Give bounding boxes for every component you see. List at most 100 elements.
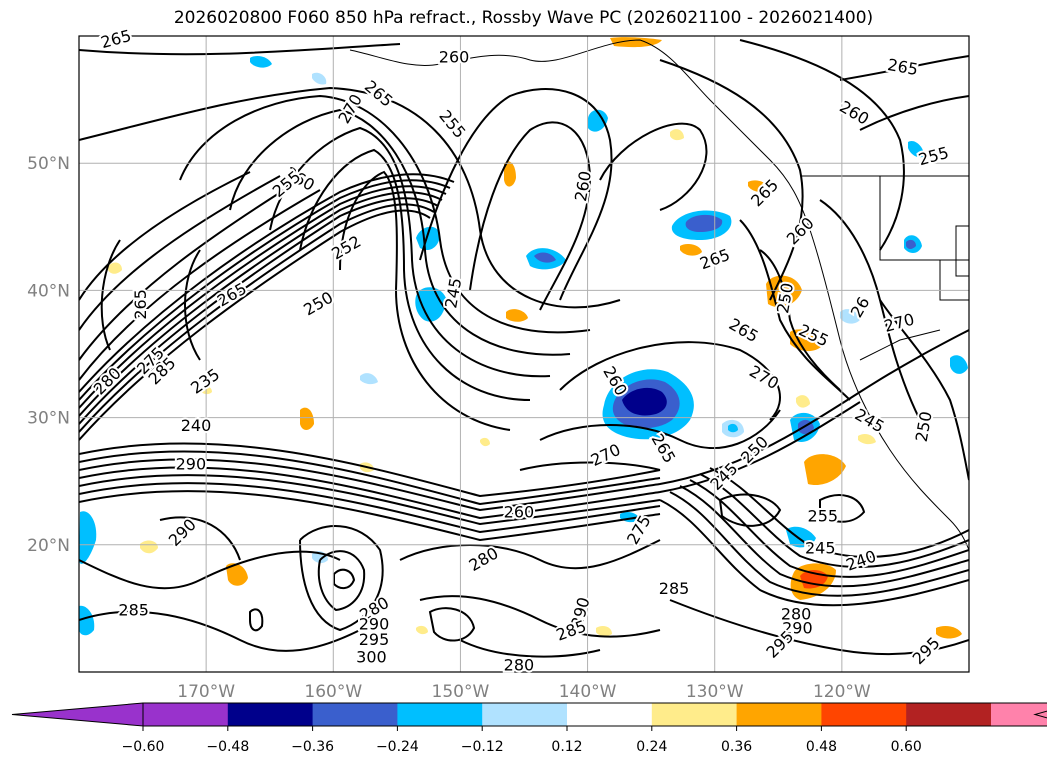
- contour-label: 290: [174, 452, 209, 475]
- contour-label: 300: [354, 646, 389, 669]
- contour-line: [79, 189, 321, 381]
- contour-label-text: 300: [356, 648, 387, 667]
- contour-line: [839, 55, 969, 81]
- contour-label-text: 290: [176, 454, 207, 473]
- contour-label-text: 280: [781, 604, 812, 623]
- negative-anomaly-patch: [534, 252, 556, 263]
- negative-anomaly-patch: [415, 287, 446, 322]
- longitude-tick-label: 140°W: [559, 682, 617, 702]
- state-border: [955, 225, 969, 277]
- map-frame: [78, 35, 970, 673]
- contour-label: 290: [357, 613, 392, 636]
- contour-line: [559, 341, 781, 421]
- positive-anomaly-patch: [108, 262, 122, 274]
- positive-anomaly-patch: [796, 395, 810, 408]
- contour-label-text: 280: [504, 655, 535, 674]
- longitude-tick-label: 170°W: [177, 682, 235, 702]
- longitude-tick-label: 150°W: [432, 682, 490, 702]
- colorbar-extend-min: [11, 702, 144, 727]
- contour-line: [689, 479, 969, 578]
- contour-line: [79, 43, 401, 56]
- colorbar-tick-labels: −0.60 −0.48 −0.36 −0.24 −0.12 0.12 0.24 0.36 0.4…: [122, 726, 922, 755]
- contour-label-text: 295: [359, 630, 390, 649]
- contour-line: [659, 59, 804, 301]
- latitude-tick-label: 50°N: [27, 154, 70, 174]
- map-title: 2026020800 F060 850 hPa refract., Rossby…: [173, 8, 874, 28]
- contour-line: [399, 539, 661, 570]
- colorbar-tick-label: 0.48: [806, 739, 837, 755]
- contour-line: [79, 185, 447, 409]
- contour-line: [269, 126, 551, 378]
- contour-line: [79, 482, 661, 534]
- contour-line: [299, 525, 384, 632]
- contour-line: [229, 108, 571, 356]
- contour-label-text: 260: [504, 503, 535, 522]
- coastlines: [349, 39, 969, 551]
- negative-anomaly-patch: [588, 109, 608, 132]
- latitude-tick-label: 40°N: [27, 281, 70, 301]
- contour-label: 280: [779, 602, 814, 625]
- contour-label: 280: [502, 653, 537, 676]
- contour-line: [819, 494, 866, 523]
- negative-anomaly-patch: [416, 226, 440, 251]
- contour-line: [459, 639, 601, 658]
- state-border: [859, 329, 941, 361]
- state-border: [939, 260, 969, 301]
- gridlines: [79, 36, 969, 672]
- contour-label: 245: [803, 536, 838, 559]
- colorbar-outline: [142, 702, 1047, 727]
- longitude-axis-labels: 170°W 160°W 150°W 140°W 130°W 120°W: [177, 682, 871, 702]
- negative-anomaly-patch: [685, 214, 723, 232]
- colorbar-segment: [567, 703, 653, 726]
- contour-line: [599, 122, 708, 211]
- contour-label: 290: [780, 616, 815, 639]
- contour-line: [184, 249, 201, 361]
- negative-anomaly-patch: [79, 511, 97, 564]
- contour-line: [79, 179, 301, 361]
- negative-anomaly-patch: [906, 239, 916, 249]
- contour-line: [249, 608, 264, 632]
- contour-line: [79, 442, 661, 498]
- contour-line: [669, 491, 969, 597]
- colorbar-tick-label: −0.36: [291, 739, 334, 755]
- positive-anomaly-patch: [506, 309, 528, 322]
- contour-line: [709, 467, 969, 558]
- positive-anomaly-patch: [140, 540, 158, 554]
- north-america-coastline: [349, 39, 969, 551]
- contour-label-text: 290: [782, 618, 813, 637]
- colorbar-segment: [736, 703, 822, 726]
- contour-line: [79, 329, 969, 512]
- positive-anomaly-patch: [226, 563, 248, 586]
- negative-anomaly-patch: [728, 423, 738, 433]
- colorbar-tick-label: 0.24: [636, 739, 667, 755]
- negative-anomaly-patch: [250, 56, 272, 68]
- contour-line: [339, 170, 511, 431]
- contour-label-text: 245: [805, 538, 836, 557]
- colorbar-tick-label: 0.60: [891, 739, 922, 755]
- latitude-tick-label: 20°N: [27, 536, 70, 556]
- colorbar-tick-label: 0.12: [551, 739, 582, 755]
- contour-line: [419, 595, 661, 638]
- colorbar-extend-max: [1033, 710, 1047, 719]
- contour-line: [79, 209, 431, 441]
- negative-anomaly-patch: [840, 309, 860, 324]
- colorbar-tick-label: −0.60: [122, 739, 165, 755]
- longitude-tick-label: 120°W: [813, 682, 871, 702]
- latitude-tick-label: 30°N: [27, 409, 70, 429]
- contour-line: [79, 450, 661, 506]
- contour-line: [299, 148, 531, 401]
- contour-label-text: 255: [808, 507, 839, 526]
- negative-anomaly-patch: [360, 373, 378, 385]
- colorbar-tick-label: −0.48: [206, 739, 249, 755]
- contour-label-text: 285: [659, 579, 690, 598]
- contour-line: [333, 568, 356, 590]
- positive-anomaly-patch: [610, 37, 662, 48]
- contour-line: [759, 249, 841, 391]
- colorbar-segment: [906, 703, 992, 726]
- colorbar-segment: [227, 703, 314, 726]
- colorbar-segment: [312, 703, 398, 726]
- negative-anomaly-patch: [622, 387, 667, 416]
- colorbar-segment: [397, 703, 483, 726]
